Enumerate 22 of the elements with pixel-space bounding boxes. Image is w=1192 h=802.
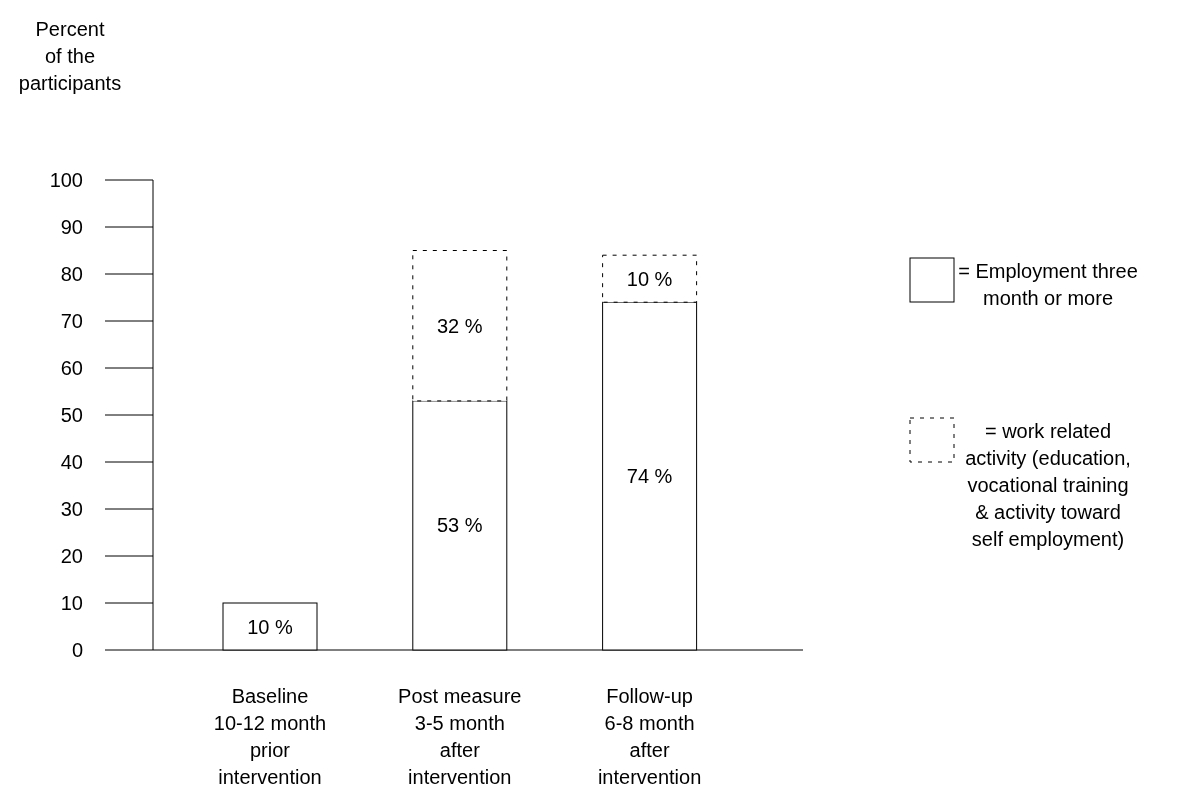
y-tick-label: 50 bbox=[60, 404, 83, 426]
y-axis-title: Percent of the participants bbox=[18, 18, 122, 94]
y-tick-label: 60 bbox=[60, 357, 83, 379]
data-label: 10 % bbox=[626, 267, 673, 290]
legend-label: = Employment three month or more bbox=[958, 260, 1138, 309]
data-label: 74 % bbox=[626, 465, 673, 488]
legend-label: = work related activity (education, vocational training & activity toward self employment) bbox=[965, 420, 1131, 550]
y-tick-label: 40 bbox=[60, 451, 83, 473]
y-tick-label: 90 bbox=[60, 216, 83, 238]
y-tick-label: 0 bbox=[71, 639, 83, 661]
x-tick-label: Post measure 3-5 month after intervention bbox=[398, 685, 522, 788]
data-label: 53 % bbox=[437, 514, 483, 537]
x-tick-label: Baseline 10-12 month prior intervention bbox=[213, 685, 327, 788]
y-tick-label: 80 bbox=[60, 263, 83, 285]
data-label: 10 % bbox=[247, 615, 294, 638]
y-tick-label: 70 bbox=[60, 310, 83, 332]
y-tick-label: 10 bbox=[60, 592, 83, 614]
data-label: 32 % bbox=[437, 314, 483, 337]
y-tick-label: 30 bbox=[60, 498, 83, 520]
y-tick-label: 20 bbox=[60, 545, 83, 567]
x-tick-label: Follow-up 6-8 month after intervention bbox=[597, 685, 702, 788]
y-tick-label: 100 bbox=[49, 169, 83, 191]
